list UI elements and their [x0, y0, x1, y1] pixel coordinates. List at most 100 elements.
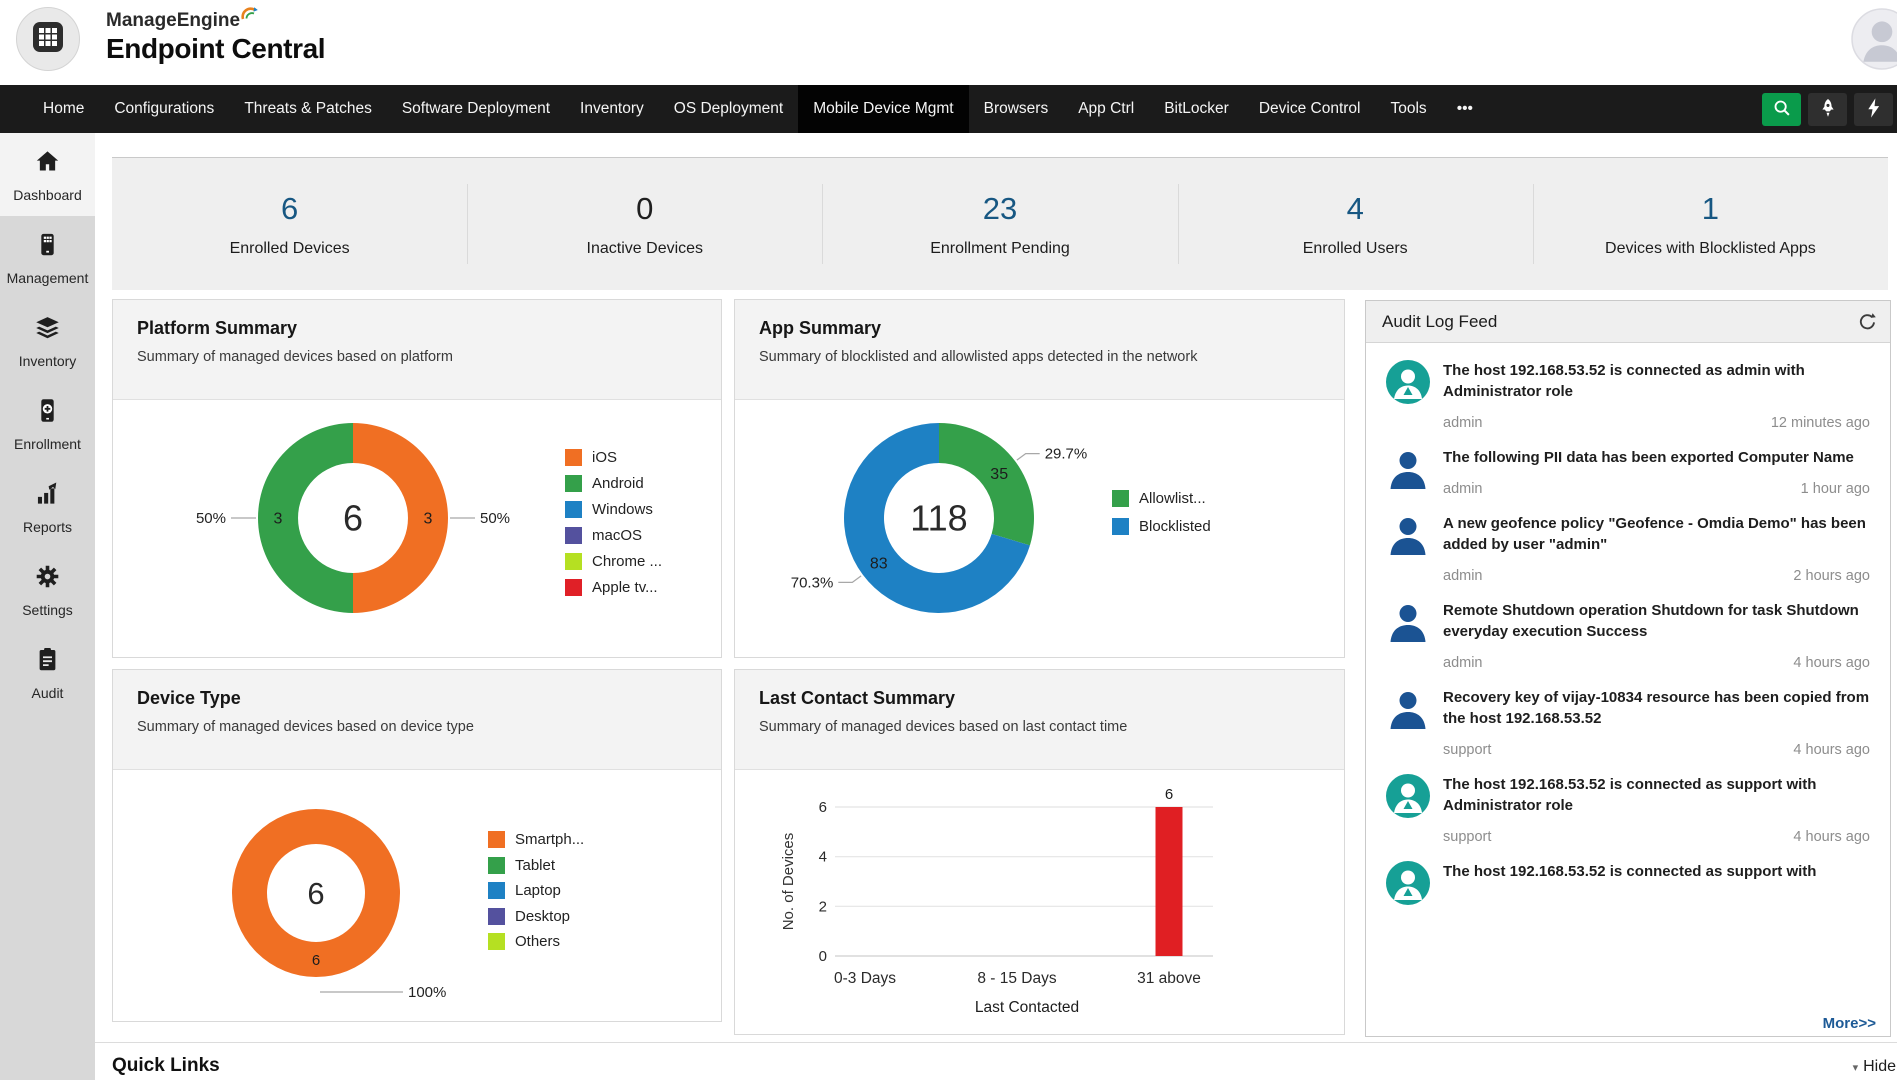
sidebar-item-label: Enrollment	[14, 436, 81, 452]
nav-item-mobile-device-mgmt[interactable]: Mobile Device Mgmt	[798, 85, 969, 133]
nav-item-configurations[interactable]: Configurations	[114, 100, 215, 117]
quick-actions-button[interactable]	[1854, 92, 1893, 126]
nav-item-device-control[interactable]: Device Control	[1258, 100, 1361, 117]
search-icon	[1771, 97, 1793, 122]
nav-item-bitlocker[interactable]: BitLocker	[1164, 100, 1229, 117]
legend-item-windows: Windows	[565, 496, 662, 522]
audit-entry-text: The host 192.168.53.52 is connected as a…	[1443, 362, 1805, 400]
legend-swatch	[565, 526, 582, 544]
refresh-icon[interactable]	[1858, 312, 1877, 331]
svg-text:0-3 Days: 0-3 Days	[834, 970, 896, 987]
nav-item-home[interactable]: Home	[43, 100, 85, 117]
sidebar-item-label: Reports	[22, 519, 73, 535]
card-header: Device Type Summary of managed devices b…	[113, 670, 721, 770]
nav-item-more[interactable]: •••	[1456, 100, 1473, 117]
nav-item-tools[interactable]: Tools	[1390, 100, 1427, 117]
audit-log-entry: The host 192.168.53.52 is connected as s…	[1366, 758, 1890, 845]
stat-value: 23	[982, 190, 1018, 226]
lightning-icon	[1863, 97, 1885, 122]
stat-enrollment-pending[interactable]: 23 Enrollment Pending	[822, 158, 1177, 290]
nav-item-app-ctrl[interactable]: App Ctrl	[1078, 100, 1135, 117]
legend-label: iOS	[592, 448, 618, 466]
svg-text:118: 118	[910, 498, 967, 539]
stat-label: Devices with Blocklisted Apps	[1605, 239, 1816, 257]
svg-text:6: 6	[1165, 786, 1173, 803]
card-header: App Summary Summary of blocklisted and a…	[735, 300, 1344, 400]
sidebar-item-label: Audit	[31, 685, 64, 701]
audit-entry-meta: support 4 hours ago	[1443, 742, 1870, 758]
svg-text:8 - 15 Days: 8 - 15 Days	[977, 970, 1057, 987]
audit-entry-time: 2 hours ago	[1793, 568, 1870, 584]
user-avatar	[1386, 447, 1430, 491]
nav-item-browsers[interactable]: Browsers	[983, 100, 1049, 117]
nav-actions	[1762, 85, 1897, 133]
audit-entry-meta: support 4 hours ago	[1443, 829, 1870, 845]
nav-item-threats-patches[interactable]: Threats & Patches	[244, 100, 372, 117]
svg-text:6: 6	[819, 799, 827, 816]
sidebar-item-audit[interactable]: Audit	[0, 631, 95, 714]
legend-label: Blocklisted	[1139, 517, 1211, 535]
audit-log-panel: Audit Log Feed The host 192.168.53.52 is…	[1365, 300, 1891, 1037]
sidebar-item-dashboard[interactable]: Dashboard	[0, 133, 95, 216]
legend-swatch	[488, 907, 505, 925]
legend-item-desktop: Desktop	[488, 904, 584, 930]
card-subtitle: Summary of managed devices based on last…	[759, 719, 1128, 735]
stat-enrolled-users[interactable]: 4 Enrolled Users	[1177, 158, 1533, 290]
stat-value: 0	[636, 190, 654, 226]
legend-label: Laptop	[515, 882, 561, 900]
audit-entry-meta: admin 1 hour ago	[1443, 481, 1870, 497]
svg-text:3: 3	[274, 511, 283, 528]
legend-item-laptop: Laptop	[488, 878, 584, 904]
stats-bar: 6 Enrolled Devices 0 Inactive Devices 23 Enro…	[112, 157, 1888, 290]
card-subtitle: Summary of managed devices based on plat…	[137, 349, 453, 365]
stat-devices-with-blocklisted-apps[interactable]: 1 Devices with Blocklisted Apps	[1532, 158, 1888, 290]
quick-links-title: Quick Links	[112, 1055, 220, 1076]
admin-avatar	[1386, 861, 1430, 905]
more-link[interactable]: More>>	[1814, 1015, 1876, 1032]
hide-toggle[interactable]: ▾ Hide	[1853, 1058, 1896, 1076]
sidebar-item-management[interactable]: Management	[0, 216, 95, 299]
stat-inactive-devices[interactable]: 0 Inactive Devices	[467, 158, 822, 290]
nav-item-software-deployment[interactable]: Software Deployment	[401, 100, 551, 117]
sidebar-item-settings[interactable]: Settings	[0, 548, 95, 631]
card-title: Platform Summary	[137, 318, 298, 338]
legend-swatch	[488, 856, 505, 874]
chevron-down-icon: ▾	[1852, 1061, 1859, 1074]
legend-item-blocklisted: Blocklisted	[1112, 512, 1211, 540]
user-avatar	[1386, 513, 1430, 557]
launch-button[interactable]	[1808, 92, 1847, 126]
user-avatar[interactable]	[1851, 8, 1897, 70]
nav-item-os-deployment[interactable]: OS Deployment	[673, 100, 784, 117]
audit-entry-user: admin	[1443, 568, 1483, 584]
stat-enrolled-devices[interactable]: 6 Enrolled Devices	[112, 158, 467, 290]
card-subtitle: Summary of blocklisted and allowlisted a…	[759, 349, 1198, 365]
legend-item-apple-tv: Apple tv...	[565, 574, 662, 600]
svg-text:100%: 100%	[408, 984, 446, 1001]
sidebar-item-reports[interactable]: Reports	[0, 465, 95, 548]
stat-value: 4	[1346, 190, 1364, 226]
legend-swatch	[488, 933, 505, 951]
sidebar-item-inventory[interactable]: Inventory	[0, 299, 95, 382]
last-contact-chart: 0 2 4 6 0-3 Days 8 - 15 Days 31 above 6 No. of D…	[735, 770, 1344, 1034]
footer-divider	[95, 1042, 1897, 1043]
device-type-chart: 100% 6 6 Smartph... Tablet Laptop Desktop Other…	[113, 770, 721, 1021]
audit-log-entry: The following PII data has been exported…	[1366, 431, 1890, 497]
svg-text:29.7%: 29.7%	[1045, 446, 1088, 463]
svg-text:0: 0	[819, 948, 827, 965]
svg-text:No. of Devices: No. of Devices	[780, 833, 797, 931]
stat-label: Enrolled Devices	[229, 239, 350, 257]
chart-legend: iOS Android Windows macOS Chrome ... Apple tv…	[565, 444, 662, 600]
audit-entry-meta: admin 12 minutes ago	[1443, 415, 1870, 431]
card-title: Device Type	[137, 688, 241, 708]
audit-entry-text: The host 192.168.53.52 is connected as s…	[1443, 776, 1817, 814]
audit-log-entry: Remote Shutdown operation Shutdown for t…	[1366, 584, 1890, 671]
audit-entry-text: A new geofence policy "Geofence - Omdia …	[1443, 515, 1866, 553]
audit-entry-user: support	[1443, 829, 1492, 845]
search-button[interactable]	[1762, 92, 1801, 126]
sidebar-item-enrollment[interactable]: Enrollment	[0, 382, 95, 465]
card-header: Last Contact Summary Summary of managed …	[735, 670, 1344, 770]
nav-item-inventory[interactable]: Inventory	[580, 100, 644, 117]
brand-logo: ManageEngine Endpoint Central	[106, 7, 326, 65]
audit-log-entry: Recovery key of vijay-10834 resource has…	[1366, 671, 1890, 758]
app-launcher-button[interactable]	[16, 7, 80, 71]
